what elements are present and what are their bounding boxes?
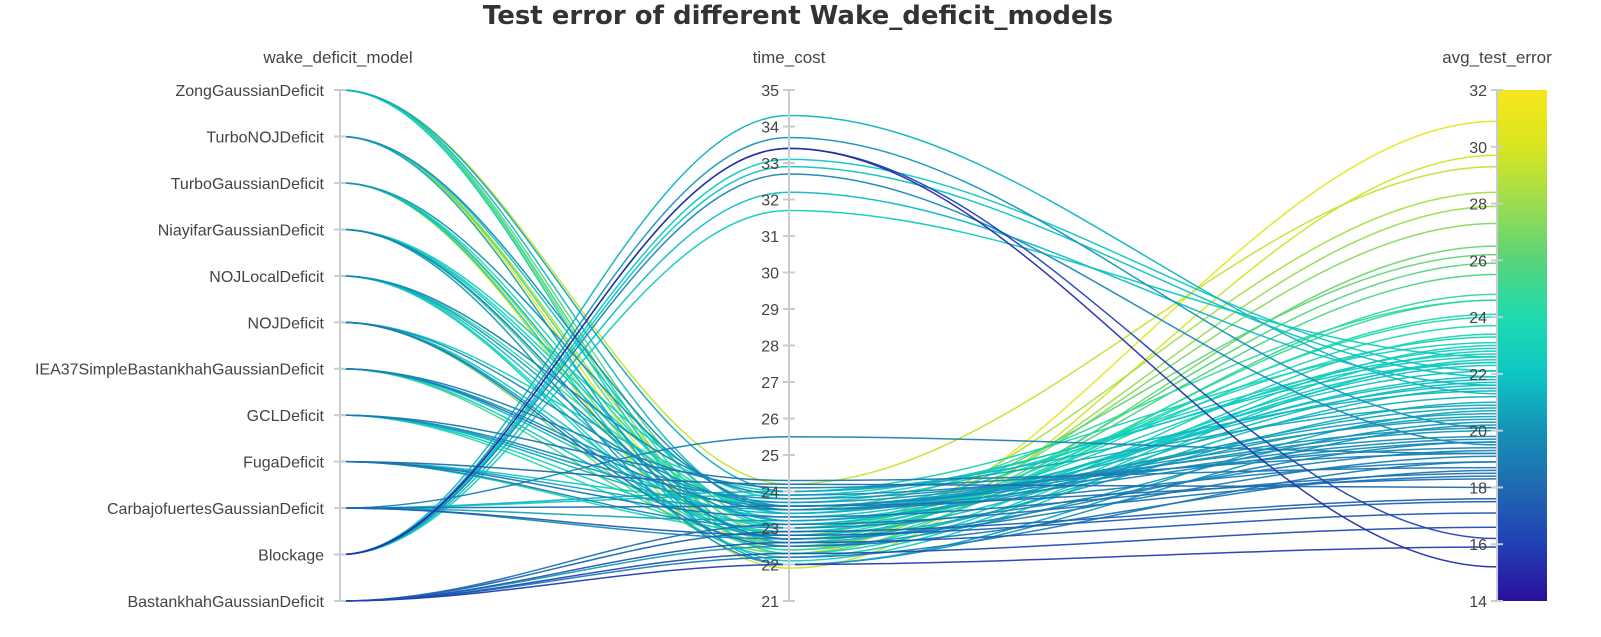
data-line [339, 275, 1498, 551]
avg-test-error-tick-label: 22 [1469, 367, 1487, 384]
data-line [339, 356, 1498, 504]
data-line [339, 364, 1498, 533]
data-line [339, 361, 1498, 509]
avg-test-error-tick-label: 14 [1469, 594, 1487, 611]
time-cost-tick-label: 27 [761, 375, 779, 392]
time-cost-tick-label: 31 [761, 229, 779, 246]
data-line [339, 367, 1498, 511]
data-line [339, 135, 1498, 522]
wake-deficit-model-tick-label: ZongGaussianDeficit [175, 83, 324, 100]
avg-test-error-tick-label: 30 [1469, 140, 1487, 157]
data-lines [339, 89, 1498, 602]
data-line [339, 275, 1498, 496]
data-line [339, 478, 1498, 509]
data-line [339, 435, 1498, 509]
data-line [339, 182, 1498, 507]
axis-title-wake-deficit-model: wake_deficit_model [262, 48, 412, 67]
data-line [339, 498, 1498, 602]
data-line [339, 546, 1498, 602]
time-cost-tick-label: 35 [761, 83, 779, 100]
data-line [339, 512, 1498, 602]
data-line [339, 275, 1498, 522]
wake-deficit-model-tick-label: NiayifarGaussianDeficit [158, 222, 325, 239]
data-line [339, 273, 1498, 544]
time-cost-tick-label: 30 [761, 266, 779, 283]
data-line [339, 324, 1498, 533]
data-line [339, 449, 1498, 529]
wake-deficit-model-tick-label: TurboGaussianDeficit [171, 176, 325, 193]
data-line [339, 500, 1498, 537]
wake-deficit-model-tick-label: NOJLocalDeficit [209, 269, 324, 286]
data-line [339, 367, 1498, 489]
data-line [339, 395, 1498, 515]
avg-test-error-tick-label: 26 [1469, 253, 1487, 270]
time-cost-tick-label: 32 [761, 193, 779, 210]
data-line [339, 367, 1498, 504]
wake-deficit-model-tick-label: NOJDeficit [248, 315, 325, 332]
time-cost-tick-label: 24 [761, 485, 779, 502]
axis-title-time-cost: time_cost [753, 48, 826, 67]
avg-test-error-tick-label: 16 [1469, 537, 1487, 554]
wake-deficit-model-tick-label: CarbajofuertesGaussianDeficit [107, 501, 325, 518]
data-line [339, 414, 1498, 482]
avg-test-error-tick-label: 20 [1469, 424, 1487, 441]
time-cost-tick-label: 26 [761, 412, 779, 429]
wake-deficit-model-tick-label: GCLDeficit [247, 408, 325, 425]
colorbar [1497, 90, 1547, 601]
data-line [339, 526, 1498, 602]
wake-deficit-model-tick-label: TurboNOJDeficit [206, 129, 324, 146]
data-line [339, 120, 1498, 555]
avg-test-error-tick-label: 24 [1469, 310, 1487, 327]
data-line [339, 460, 1498, 489]
avg-test-error-tick-label: 28 [1469, 197, 1487, 214]
time-cost-tick-label: 28 [761, 339, 779, 356]
time-cost-tick-label: 22 [761, 558, 779, 575]
time-cost-tick-label: 23 [761, 521, 779, 538]
data-line [339, 245, 1498, 555]
wake-deficit-model-tick-label: Blockage [258, 548, 324, 565]
data-line [339, 414, 1498, 500]
time-cost-tick-label: 33 [761, 156, 779, 173]
time-cost-tick-label: 21 [761, 594, 779, 611]
axes: wake_deficit_model time_cost avg_test_er… [35, 48, 1552, 611]
axis-title-avg-test-error: avg_test_error [1442, 48, 1552, 67]
wake-deficit-model-tick-label: BastankhahGaussianDeficit [127, 594, 324, 611]
avg-test-error-tick-label: 32 [1469, 83, 1487, 100]
wake-deficit-model-tick-label: IEA37SimpleBastankhahGaussianDeficit [35, 362, 325, 379]
time-cost-tick-label: 25 [761, 448, 779, 465]
data-line [339, 147, 1498, 568]
time-cost-tick-label: 29 [761, 302, 779, 319]
avg-test-error-tick-label: 18 [1469, 480, 1487, 497]
wake-deficit-model-tick-label: FugaDeficit [243, 455, 324, 472]
chart-title: Test error of different Wake_deficit_mod… [483, 1, 1113, 31]
time-cost-tick-label: 34 [761, 120, 779, 137]
data-line [339, 154, 1498, 569]
data-line [339, 367, 1498, 518]
